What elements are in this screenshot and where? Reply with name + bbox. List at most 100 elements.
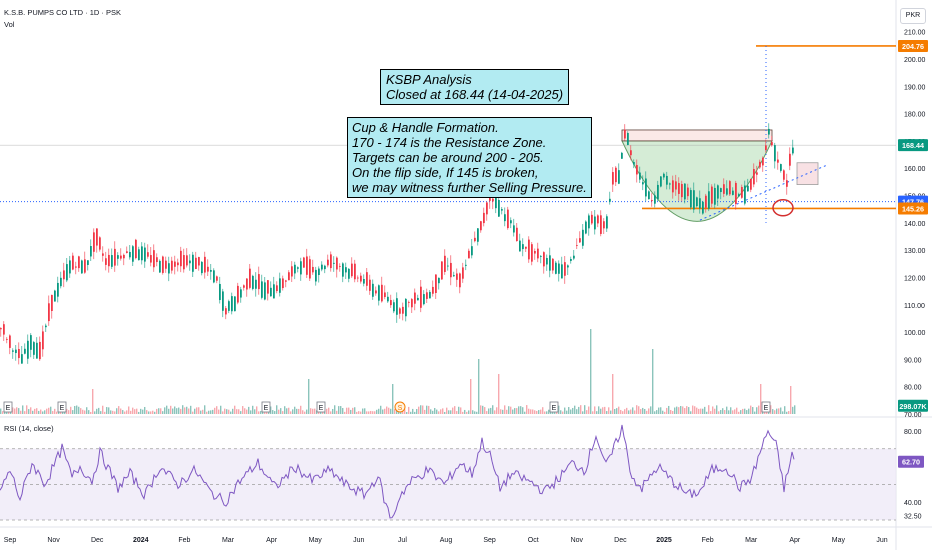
candle-body: [33, 342, 35, 355]
volume-bar: [128, 406, 130, 414]
volume-bar: [132, 407, 134, 414]
candle-body: [432, 286, 434, 294]
volume-bar: [160, 408, 162, 414]
candle-body: [699, 198, 701, 209]
volume-bar: [68, 410, 70, 414]
volume-bar: [442, 408, 444, 414]
candle-body: [39, 341, 41, 360]
volume-bar: [220, 405, 222, 414]
volume-bar: [628, 410, 630, 414]
price-label-box: [898, 39, 928, 52]
candle-body: [159, 260, 161, 273]
volume-bar: [516, 408, 518, 414]
volume-bar: [664, 411, 666, 414]
candle-body: [69, 260, 71, 274]
volume-bar: [382, 409, 384, 414]
volume-bar: [304, 411, 306, 414]
candle-body: [213, 270, 215, 283]
candle-body: [630, 150, 632, 156]
volume-bar: [538, 410, 540, 414]
volume-bar: [152, 410, 154, 414]
volume-bar: [44, 410, 46, 414]
volume-bar: [444, 411, 446, 414]
candle-body: [522, 244, 524, 250]
volume-bar: [758, 405, 760, 414]
time-tick-label: Mar: [222, 537, 235, 544]
candle-body: [480, 221, 482, 231]
volume-bar: [550, 411, 552, 414]
volume-bar: [678, 407, 680, 414]
candle-body: [519, 240, 521, 252]
candle-body: [234, 296, 236, 312]
candle-body: [666, 175, 668, 185]
candle-body: [378, 285, 380, 301]
volume-bar: [528, 408, 530, 414]
candle-body: [354, 263, 356, 280]
volume-bar: [120, 408, 122, 414]
volume-bar: [624, 409, 626, 414]
volume-bar: [86, 407, 88, 414]
volume-bar: [408, 406, 410, 414]
candle-body: [60, 277, 62, 287]
volume-bar: [106, 407, 108, 414]
candle-body: [291, 266, 293, 277]
volume-bar: [374, 411, 376, 414]
volume-bar: [652, 349, 654, 414]
volume-bar: [72, 410, 74, 414]
breakout-circle: [772, 199, 794, 217]
volume-bar: [740, 410, 742, 414]
analysis-title-line: Closed at 168.44 (14-04-2025): [386, 87, 564, 102]
candle-body: [393, 302, 395, 312]
candle-body: [747, 185, 749, 192]
volume-bar: [660, 407, 662, 414]
candle-body: [300, 261, 302, 275]
candle-body: [312, 266, 314, 273]
candle-body: [177, 262, 179, 266]
volume-bar: [52, 411, 54, 414]
candle-body: [444, 255, 446, 272]
candle-body: [21, 354, 23, 364]
volume-bar: [476, 411, 478, 414]
candle-body: [9, 335, 11, 348]
candle-body: [318, 268, 320, 276]
candle-body: [456, 273, 458, 280]
candle-body: [264, 282, 266, 300]
volume-bar: [378, 408, 380, 414]
price-tick-label: 200.00: [904, 57, 926, 64]
volume-bar: [56, 411, 58, 414]
volume-bar: [756, 407, 758, 414]
analysis-title-note[interactable]: KSBP Analysis Closed at 168.44 (14-04-20…: [380, 69, 570, 105]
candle-body: [726, 188, 728, 195]
candle-body: [366, 272, 368, 286]
candle-body: [549, 255, 551, 271]
volume-bar: [638, 406, 640, 414]
candle-body: [384, 292, 386, 298]
candle-body: [63, 270, 65, 280]
volume-bar: [540, 409, 542, 414]
volume-bar: [596, 411, 598, 414]
candle-body: [267, 280, 269, 294]
candle-body: [324, 265, 326, 270]
volume-bar: [244, 408, 246, 414]
volume-bar: [384, 408, 386, 414]
currency-badge[interactable]: PKR: [900, 8, 926, 24]
volume-bar: [104, 411, 106, 414]
volume-bar: [300, 405, 302, 414]
candle-body: [657, 184, 659, 200]
volume-bar: [436, 409, 438, 414]
volume-bar: [284, 406, 286, 414]
volume-bar: [354, 407, 356, 414]
candle-body: [720, 188, 722, 193]
time-tick-label: May: [832, 537, 846, 544]
candle-body: [534, 250, 536, 254]
volume-bar: [82, 409, 84, 414]
volume-bar: [452, 407, 454, 414]
price-tick-label: 80.00: [904, 385, 922, 392]
volume-bar: [256, 406, 258, 414]
candle-body: [255, 279, 257, 289]
volume-bar: [158, 408, 160, 414]
pattern-note[interactable]: Cup & Handle Formation. 170 - 174 is the…: [347, 117, 592, 198]
volume-bar: [376, 409, 378, 414]
earnings-marker: [3, 401, 13, 413]
